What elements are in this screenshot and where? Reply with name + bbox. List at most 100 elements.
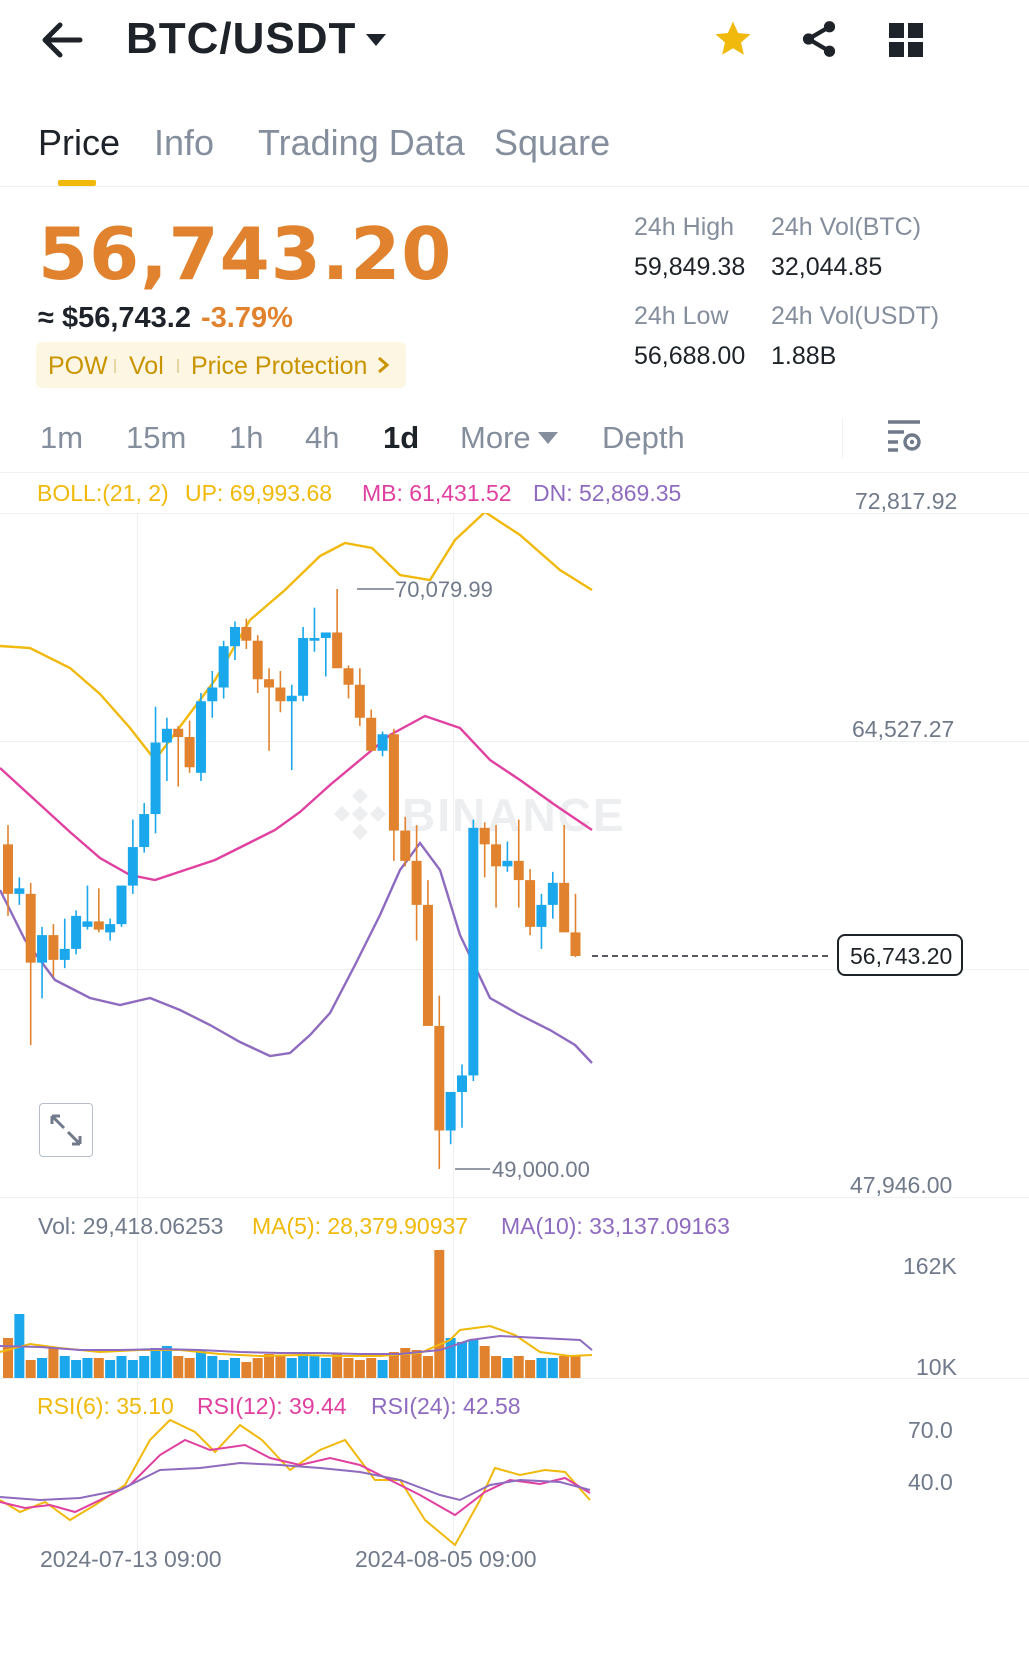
caret-down-icon[interactable] <box>364 30 388 50</box>
timeframe-divider <box>0 472 1029 473</box>
tag-separator <box>177 359 179 373</box>
volume-bar <box>195 1350 206 1378</box>
price-chart[interactable]: 70,079.99 49,000.00 <box>0 513 1029 1197</box>
timeframe-4h[interactable]: 4h <box>305 420 340 455</box>
rsi24-value: RSI(24): 42.58 <box>371 1393 521 1419</box>
current-price-label: 56,743.20 <box>850 943 953 969</box>
candle-body <box>286 695 297 702</box>
timeframe-1m[interactable]: 1m <box>40 420 84 455</box>
candle-body <box>230 626 240 647</box>
rsi-axis-bottom: 40.0 <box>908 1469 953 1495</box>
volume-bars <box>3 1250 581 1378</box>
volume-bar <box>82 1358 93 1378</box>
rsi12-line <box>0 1438 591 1517</box>
pair-title[interactable]: BTC/USDT <box>126 14 357 63</box>
candle-body <box>366 717 377 751</box>
volume-bar <box>3 1338 13 1378</box>
volume-bar <box>513 1356 524 1378</box>
grid-icon[interactable] <box>886 20 926 60</box>
volume-bar <box>298 1352 309 1378</box>
candle-body <box>3 844 13 894</box>
candle-body <box>93 921 104 930</box>
volume-bar <box>25 1360 36 1378</box>
caret-down-icon[interactable] <box>537 430 559 446</box>
volume-bar <box>343 1358 354 1378</box>
timeframe-15m[interactable]: 15m <box>126 420 187 455</box>
candle-body <box>320 632 331 638</box>
candle-body <box>332 632 343 669</box>
candle-body <box>309 637 320 641</box>
candle-body <box>59 948 70 960</box>
back-arrow-icon[interactable] <box>40 20 84 60</box>
candle-body <box>82 921 93 927</box>
boll-mb: MB: 61,431.52 <box>362 480 512 506</box>
tag-price-protection[interactable]: Price Protection <box>191 352 368 380</box>
candle-body <box>150 742 161 815</box>
candle-body <box>468 827 479 1076</box>
boll-up: UP: 69,993.68 <box>185 480 333 506</box>
date-label-1: 2024-07-13 09:00 <box>40 1546 222 1572</box>
share-icon[interactable] <box>798 18 840 60</box>
tab-square[interactable]: Square <box>494 122 611 163</box>
volume-bar <box>48 1348 59 1378</box>
tab-price[interactable]: Price <box>38 122 121 163</box>
volume-bar <box>59 1356 70 1378</box>
high-marker-label: 70,079.99 <box>395 577 493 602</box>
volume-bar <box>286 1358 297 1378</box>
candle-body <box>411 860 422 905</box>
volume-bar <box>525 1360 536 1378</box>
rsi-chart[interactable] <box>0 1410 600 1550</box>
volume-bar <box>491 1356 502 1378</box>
star-icon[interactable] <box>712 18 754 60</box>
stat-24h-high-value: 59,849.38 <box>634 253 746 281</box>
candle-body <box>116 885 127 925</box>
volume-bar <box>570 1356 581 1378</box>
watermark-text: BINANCE <box>402 789 626 841</box>
timeframe-1h[interactable]: 1h <box>229 420 264 455</box>
volume-ma5: MA(5): 28,379.90937 <box>252 1213 469 1239</box>
chevron-right-icon[interactable] <box>376 356 390 374</box>
price-axis-mid: 64,527.27 <box>852 716 955 742</box>
volume-bar <box>366 1358 377 1378</box>
volume-bar <box>139 1356 150 1378</box>
tab-trading-data[interactable]: Trading Data <box>258 122 465 163</box>
timeframe-more[interactable]: More <box>460 420 531 455</box>
candle-body <box>25 893 36 963</box>
candle-body <box>195 701 206 773</box>
tabs-divider <box>0 186 1029 187</box>
candlesticks <box>3 589 581 1169</box>
candle-body <box>559 882 570 933</box>
tab-info[interactable]: Info <box>154 122 215 163</box>
volume-bar <box>127 1360 138 1378</box>
grid-vline <box>137 513 138 1553</box>
volume-bar <box>161 1346 172 1378</box>
candle-body <box>207 687 218 702</box>
grid-vline <box>453 513 454 1553</box>
volume-chart[interactable] <box>0 1240 600 1380</box>
tag-vol[interactable]: Vol <box>129 352 164 380</box>
volume-bar <box>388 1352 399 1378</box>
candle-body <box>218 646 229 688</box>
candle-body <box>184 737 195 768</box>
volume-bar <box>502 1358 513 1378</box>
boll-dn: DN: 52,869.35 <box>533 480 682 506</box>
candle-body <box>457 1075 467 1092</box>
price-change: -3.79% <box>201 302 293 334</box>
timeframe-depth[interactable]: Depth <box>602 420 685 455</box>
current-price-tag[interactable] <box>837 934 963 976</box>
candle-body <box>513 860 524 881</box>
expand-chart-icon[interactable] <box>39 1103 93 1157</box>
candle-body <box>161 728 172 743</box>
tag-pow[interactable]: POW <box>48 352 108 380</box>
volume-value: Vol: 29,418.06253 <box>38 1213 224 1239</box>
volume-bar <box>479 1346 490 1378</box>
candle-body <box>377 734 388 751</box>
timeframe-1d[interactable]: 1d <box>383 420 420 455</box>
binance-watermark: BINANCE <box>330 784 640 844</box>
stat-24h-high-label: 24h High <box>634 213 735 241</box>
volume-bar <box>241 1362 252 1378</box>
volume-bar <box>116 1356 127 1378</box>
chart-settings-icon[interactable] <box>884 418 924 454</box>
candle-body <box>105 924 116 933</box>
volume-bar <box>105 1360 116 1378</box>
